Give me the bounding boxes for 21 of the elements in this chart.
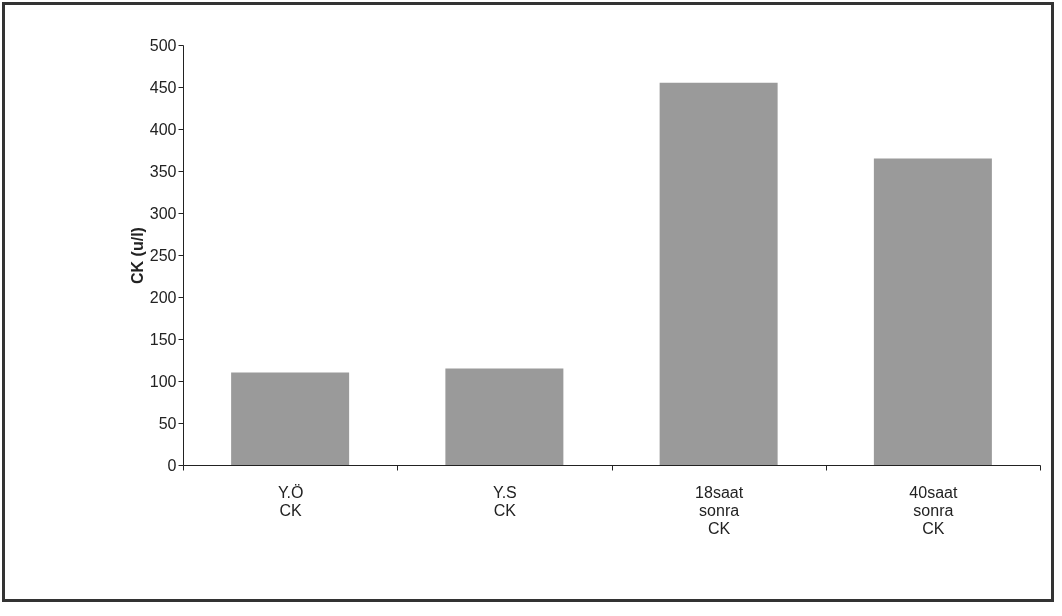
y-tick-label: 450 <box>149 78 177 96</box>
bar <box>445 368 564 465</box>
y-tick-label: 250 <box>149 246 177 264</box>
y-tick-label: 0 <box>167 456 177 474</box>
frame: Y.Ö CK Y.S CK 18saat sonra CK 40saat sonra CK 0 50 100 150 200 250 300 350 400 450 500 CK (u/l) <box>2 2 1054 602</box>
y-tick-label: 50 <box>158 414 177 432</box>
bar <box>231 372 350 465</box>
bar <box>659 82 778 465</box>
y-tick-label: 500 <box>149 36 177 54</box>
y-tick-label: 300 <box>149 204 177 222</box>
y-tick-label: 400 <box>149 120 177 138</box>
x-tick-label: 18saat sonra CK <box>695 483 744 537</box>
y-tick-label: 100 <box>149 372 177 390</box>
x-tick-label: Y.Ö CK <box>277 483 304 519</box>
x-tick-label: Y.S CK <box>493 483 517 519</box>
y-tick-label: 200 <box>149 288 177 306</box>
y-tick-label: 150 <box>149 330 177 348</box>
bar <box>873 158 992 465</box>
x-tick-label: 40saat sonra CK <box>909 483 958 537</box>
y-axis-title: CK (u/l) <box>128 227 146 284</box>
y-tick-label: 350 <box>149 162 177 180</box>
